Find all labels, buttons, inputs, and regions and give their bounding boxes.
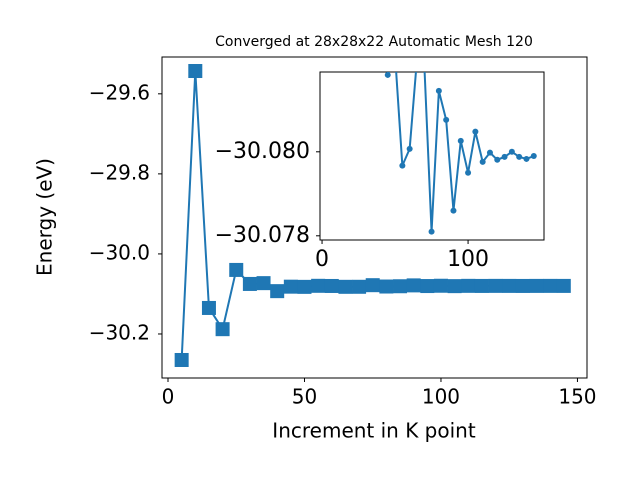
marker [447, 279, 462, 294]
marker [479, 158, 486, 165]
marker [443, 116, 450, 123]
marker [311, 278, 326, 293]
marker [457, 137, 464, 144]
marker [501, 153, 508, 160]
marker [324, 278, 339, 293]
marker [283, 279, 298, 294]
marker [201, 300, 216, 315]
marker [365, 278, 380, 293]
marker [530, 153, 537, 159]
x-tick-label: 100 [447, 247, 489, 272]
marker [474, 278, 489, 293]
marker [523, 155, 530, 162]
x-tick-label: 150 [558, 385, 596, 409]
marker [384, 72, 391, 78]
marker [508, 148, 515, 155]
marker [229, 262, 244, 277]
marker [379, 279, 394, 294]
plot-area [174, 64, 571, 367]
y-tick-label: −30.078 [215, 223, 310, 248]
marker [174, 352, 189, 367]
marker [494, 156, 501, 163]
marker [428, 228, 435, 235]
marker [450, 207, 457, 214]
marker [461, 278, 476, 293]
marker [529, 278, 544, 293]
marker [270, 284, 285, 299]
marker [465, 169, 472, 176]
chart-title: Converged at 28x28x22 Automatic Mesh 120 [215, 34, 533, 50]
y-axis-label: Energy (eV) [33, 158, 57, 276]
marker [556, 278, 571, 293]
marker [406, 145, 413, 152]
marker [242, 276, 257, 291]
marker [488, 278, 503, 293]
marker [352, 279, 367, 294]
y-tick-label: −30.2 [89, 320, 150, 344]
marker [215, 322, 230, 337]
marker [406, 278, 421, 293]
plot-area [384, 72, 537, 235]
y-tick-label: −29.6 [89, 80, 150, 104]
y-tick-label: −30.080 [215, 139, 310, 164]
marker [338, 279, 353, 294]
marker [399, 162, 406, 169]
marker [516, 153, 523, 160]
marker [502, 278, 517, 293]
marker [486, 149, 493, 156]
x-tick-label: 0 [162, 385, 175, 409]
marker [256, 276, 271, 291]
x-tick-label: 50 [292, 385, 317, 409]
x-axis-label: Increment in K point [272, 419, 476, 443]
x-tick-label: 100 [422, 385, 460, 409]
y-tick-label: −30.0 [89, 240, 150, 264]
marker [393, 279, 408, 294]
marker [420, 279, 435, 294]
marker [472, 128, 479, 135]
x-tick-label: 0 [315, 247, 329, 272]
marker [433, 278, 448, 293]
y-tick-label: −29.8 [89, 160, 150, 184]
marker [515, 278, 530, 293]
marker [543, 278, 558, 293]
marker [297, 279, 312, 294]
marker [188, 64, 203, 79]
marker [435, 87, 442, 94]
